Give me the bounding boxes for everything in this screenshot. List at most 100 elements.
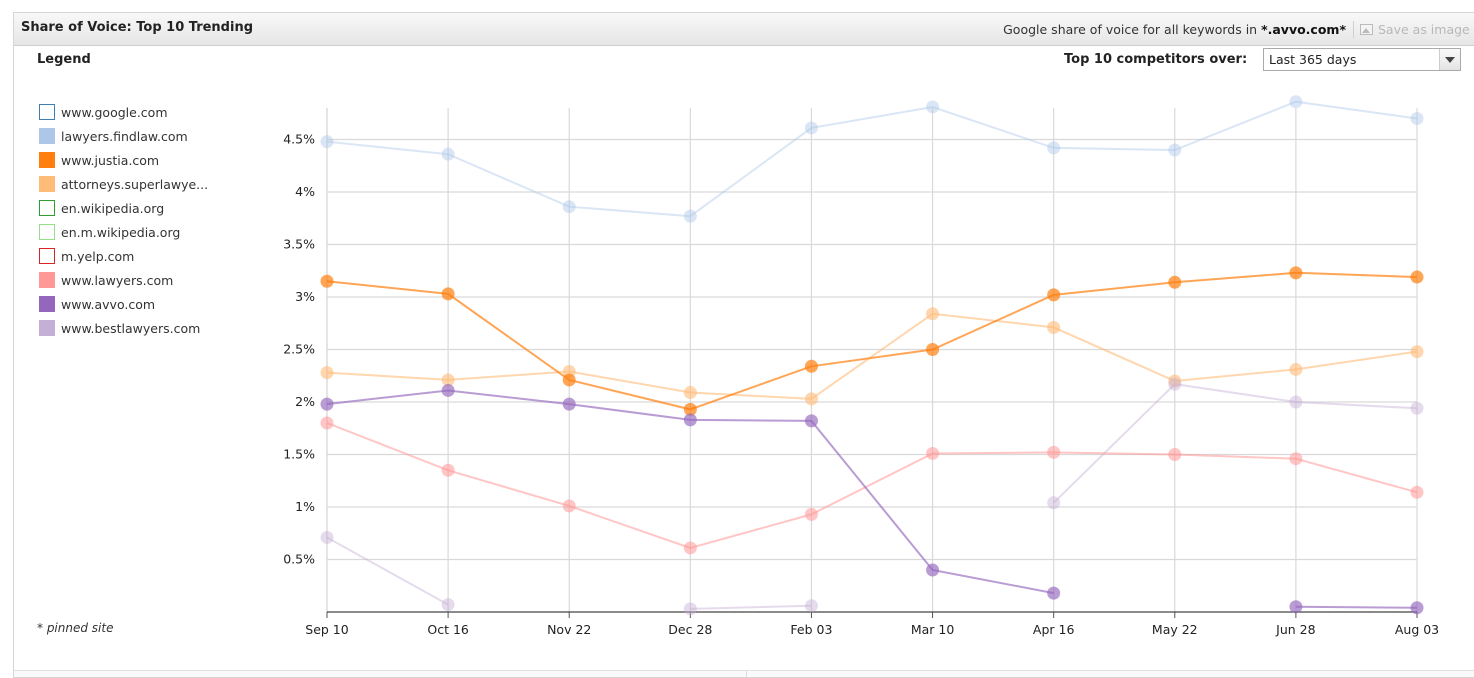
data-point-www-justia-com[interactable] (1047, 288, 1061, 302)
x-tick-label: Nov 22 (547, 622, 591, 637)
data-point-lawyers-findlaw-com[interactable] (441, 147, 455, 161)
data-point-attorneys-superlawye[interactable] (926, 307, 940, 321)
data-point-lawyers-findlaw-com[interactable] (926, 100, 940, 114)
data-point-www-justia-com[interactable] (1168, 275, 1182, 289)
legend-swatch (39, 176, 55, 192)
data-point-lawyers-findlaw-com[interactable] (320, 135, 334, 149)
data-point-www-lawyers-com[interactable] (1289, 452, 1303, 466)
titlebar-divider (1353, 21, 1354, 38)
legend-label: www.justia.com (61, 152, 160, 168)
data-point-www-avvo-com[interactable] (1410, 601, 1424, 615)
data-point-www-avvo-com[interactable] (683, 413, 697, 427)
data-point-www-avvo-com[interactable] (1289, 600, 1303, 614)
data-point-attorneys-superlawye[interactable] (1289, 362, 1303, 376)
data-point-www-bestlawyers-com[interactable] (1410, 401, 1424, 415)
data-point-attorneys-superlawye[interactable] (1047, 320, 1061, 334)
legend-item[interactable]: www.lawyers.com (39, 268, 208, 292)
data-point-attorneys-superlawye[interactable] (1168, 374, 1182, 388)
x-tick-label: Mar 10 (911, 622, 955, 637)
data-point-lawyers-findlaw-com[interactable] (1168, 143, 1182, 157)
series-line-www-avvo-com (326, 389, 1418, 609)
chevron-down-icon[interactable] (1439, 49, 1460, 70)
y-tick-label: 0.5% (283, 552, 315, 567)
competitors-period-label: Top 10 competitors over: (1064, 52, 1248, 67)
legend-item[interactable]: www.google.com (39, 100, 208, 124)
data-point-lawyers-findlaw-com[interactable] (683, 209, 697, 223)
data-point-www-avvo-com[interactable] (441, 383, 455, 397)
data-point-attorneys-superlawye[interactable] (1410, 345, 1424, 359)
data-point-www-lawyers-com[interactable] (562, 499, 576, 513)
data-point-www-avvo-com[interactable] (320, 397, 334, 411)
series-line-attorneys-superlawye (326, 312, 1418, 400)
x-tick-label: Feb 03 (790, 622, 832, 637)
y-tick-label: 3.5% (283, 237, 315, 252)
data-point-www-avvo-com[interactable] (562, 397, 576, 411)
data-point-www-avvo-com[interactable] (804, 414, 818, 428)
data-point-www-justia-com[interactable] (441, 287, 455, 301)
data-point-www-bestlawyers-com[interactable] (1168, 377, 1182, 391)
legend-label: en.wikipedia.org (61, 200, 165, 216)
legend-swatch (39, 104, 55, 120)
data-point-lawyers-findlaw-com[interactable] (804, 121, 818, 135)
data-point-www-bestlawyers-com[interactable] (1047, 496, 1061, 510)
legend-item[interactable]: www.justia.com (39, 148, 208, 172)
data-point-www-lawyers-com[interactable] (683, 541, 697, 555)
legend-item[interactable]: en.wikipedia.org (39, 196, 208, 220)
data-point-www-justia-com[interactable] (804, 359, 818, 373)
legend-label: m.yelp.com (61, 248, 135, 264)
series-line-www-lawyers-com (326, 422, 1418, 550)
data-point-www-justia-com[interactable] (320, 274, 334, 288)
legend-item[interactable]: en.m.wikipedia.org (39, 220, 208, 244)
data-point-www-avvo-com[interactable] (926, 563, 940, 577)
data-point-www-lawyers-com[interactable] (320, 416, 334, 430)
share-of-voice-chart: Sep 10 Oct 16 Nov 22 Dec 28 Feb 03 Mar 10 Apr … (283, 95, 1439, 637)
data-point-lawyers-findlaw-com[interactable] (562, 200, 576, 214)
x-tick-label: May 22 (1152, 622, 1198, 637)
legend-item[interactable]: www.avvo.com (39, 292, 208, 316)
data-point-www-lawyers-com[interactable] (1168, 448, 1182, 461)
data-point-www-avvo-com[interactable] (1047, 586, 1061, 600)
data-point-www-justia-com[interactable] (1410, 270, 1424, 284)
data-point-www-bestlawyers-com[interactable] (683, 602, 697, 616)
legend-item[interactable]: lawyers.findlaw.com (39, 124, 208, 148)
data-point-www-justia-com[interactable] (926, 343, 940, 356)
y-tick-label: 2.5% (283, 342, 315, 357)
data-point-www-bestlawyers-com[interactable] (320, 530, 334, 544)
data-point-attorneys-superlawye[interactable] (320, 366, 334, 380)
data-point-attorneys-superlawye[interactable] (683, 386, 697, 400)
legend-heading: Legend (37, 52, 91, 67)
data-point-lawyers-findlaw-com[interactable] (1410, 112, 1424, 125)
data-point-www-lawyers-com[interactable] (441, 463, 455, 477)
data-point-lawyers-findlaw-com[interactable] (1047, 141, 1061, 155)
data-point-attorneys-superlawye[interactable] (441, 373, 455, 387)
data-point-lawyers-findlaw-com[interactable] (1289, 95, 1303, 109)
save-as-image-button[interactable]: Save as image (1360, 22, 1470, 37)
legend-swatch (39, 272, 55, 288)
legend-label: attorneys.superlawye... (61, 176, 209, 192)
y-tick-label: 1% (295, 499, 315, 514)
data-point-attorneys-superlawye[interactable] (804, 392, 818, 406)
y-tick-label: 4.5% (283, 132, 315, 147)
data-point-www-lawyers-com[interactable] (1047, 445, 1061, 459)
series-line-www-bestlawyers-com (326, 383, 1418, 610)
legend-label: www.avvo.com (61, 296, 156, 312)
legend-swatch (39, 224, 55, 240)
y-tick-label: 2% (295, 394, 315, 409)
data-point-www-justia-com[interactable] (683, 402, 697, 416)
legend-item[interactable]: www.bestlawyers.com (39, 316, 208, 340)
legend-swatch (39, 296, 55, 312)
data-point-www-bestlawyers-com[interactable] (804, 599, 818, 613)
panel-footer (14, 670, 1474, 677)
legend-item[interactable]: attorneys.superlawye... (39, 172, 208, 196)
data-point-www-lawyers-com[interactable] (926, 446, 940, 460)
data-point-www-justia-com[interactable] (1289, 266, 1303, 280)
data-point-www-bestlawyers-com[interactable] (441, 598, 455, 612)
data-point-www-justia-com[interactable] (562, 373, 576, 387)
legend-item[interactable]: m.yelp.com (39, 244, 208, 268)
data-point-www-lawyers-com[interactable] (1410, 485, 1424, 499)
x-tick-label: Apr 16 (1033, 622, 1075, 637)
data-point-www-bestlawyers-com[interactable] (1289, 395, 1303, 409)
data-point-www-lawyers-com[interactable] (804, 507, 818, 521)
legend-swatch (39, 200, 55, 216)
period-select[interactable]: Last 365 days (1263, 48, 1461, 71)
